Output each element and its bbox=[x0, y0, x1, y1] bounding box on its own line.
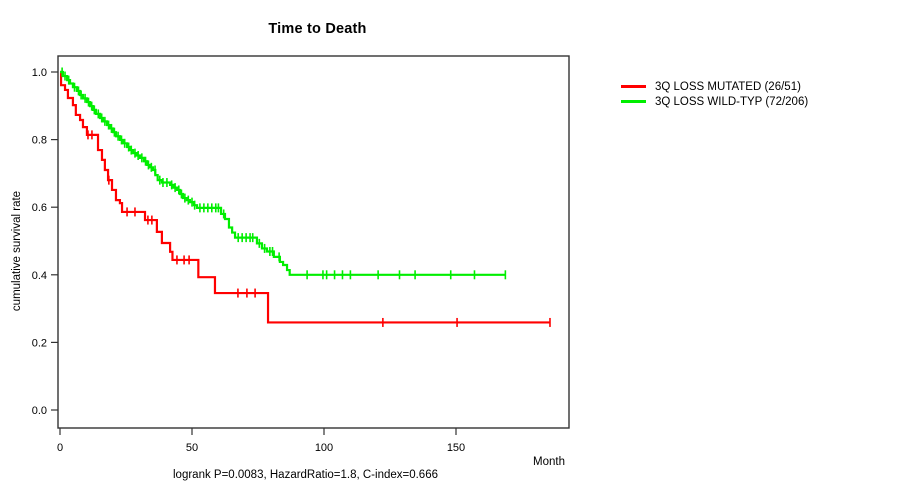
legend-label: 3Q LOSS WILD-TYP (72/206) bbox=[655, 95, 809, 108]
legend-item: 3Q LOSS MUTATED (26/51) bbox=[621, 80, 808, 93]
y-axis-label: cumulative survival rate bbox=[11, 190, 23, 312]
y-tick-label: 0.2 bbox=[32, 337, 47, 349]
y-tick-label: 0.0 bbox=[32, 405, 47, 417]
legend-line-swatch bbox=[621, 85, 646, 88]
y-tick-label: 0.4 bbox=[32, 270, 47, 282]
legend-item: 3Q LOSS WILD-TYP (72/206) bbox=[621, 95, 808, 108]
chart-title: Time to Death bbox=[268, 21, 367, 37]
legend-line-swatch bbox=[621, 100, 646, 103]
x-tick-label: 50 bbox=[186, 442, 198, 454]
plot-frame bbox=[57, 55, 570, 429]
x-tick-label: 100 bbox=[315, 442, 333, 454]
x-tick-label: 150 bbox=[447, 442, 465, 454]
legend-label: 3Q LOSS MUTATED (26/51) bbox=[655, 80, 801, 93]
stats-annotation: logrank P=0.0083, HazardRatio=1.8, C-ind… bbox=[173, 469, 438, 481]
x-axis-label: Month bbox=[533, 456, 565, 468]
survival-curve-mutated bbox=[59, 70, 550, 324]
y-tick-label: 0.8 bbox=[32, 135, 47, 147]
y-tick-label: 0.6 bbox=[32, 202, 47, 214]
x-tick-label: 0 bbox=[57, 442, 63, 454]
survival-curve-wildtype bbox=[60, 70, 506, 276]
legend: 3Q LOSS MUTATED (26/51) 3Q LOSS WILD-TYP … bbox=[621, 80, 808, 108]
y-tick-label: 1.0 bbox=[32, 67, 47, 79]
